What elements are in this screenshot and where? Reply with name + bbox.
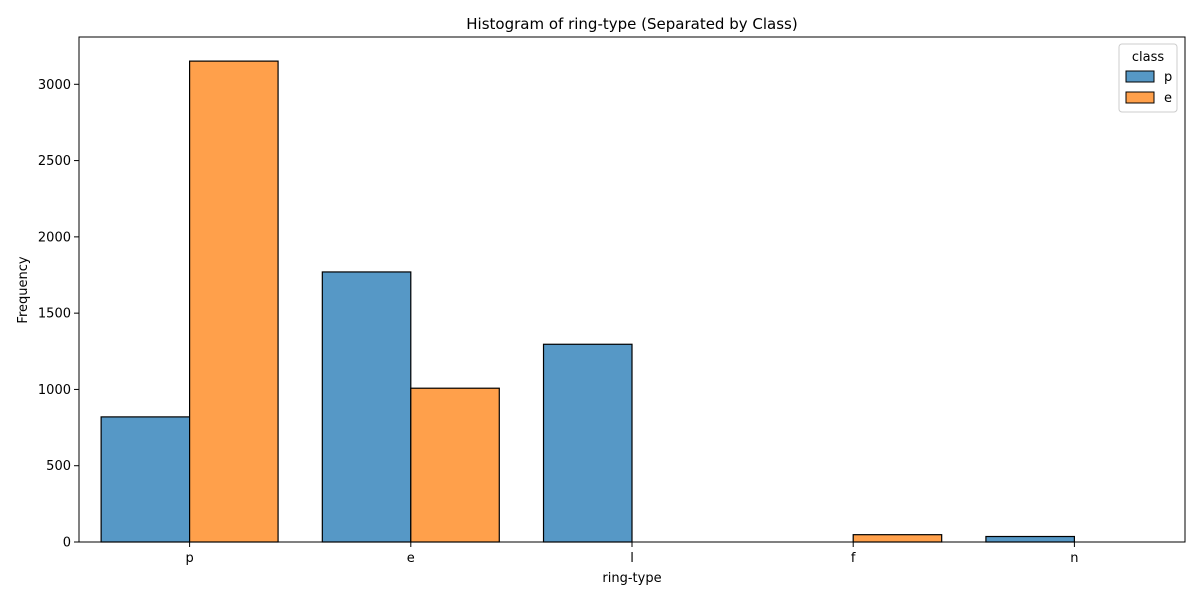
- y-tick-label: 0: [63, 536, 71, 551]
- chart-title: Histogram of ring-type (Separated by Cla…: [466, 15, 797, 33]
- bar-p-e: [321, 271, 412, 543]
- y-tick-label: 2500: [38, 154, 71, 169]
- legend-label-p: p: [1164, 70, 1172, 85]
- x-tick-label: l: [630, 551, 634, 566]
- x-tick-label: n: [1070, 551, 1078, 566]
- y-axis: 0 500 1000 1500 2000 2500 3000: [38, 78, 79, 551]
- legend-swatch-e: [1125, 91, 1155, 104]
- legend-label-e: e: [1164, 91, 1172, 106]
- y-tick-label: 1000: [38, 383, 71, 398]
- bar-p-l: [542, 343, 633, 543]
- x-tick-label: f: [851, 551, 856, 566]
- x-axis-label: ring-type: [602, 571, 661, 586]
- bar-p-n: [985, 535, 1075, 543]
- bar-e-e: [410, 387, 500, 543]
- y-tick-label: 1500: [38, 307, 71, 322]
- y-tick-label: 2000: [38, 230, 71, 245]
- y-tick-label: 3000: [38, 78, 71, 93]
- bar-e-p: [189, 60, 279, 543]
- y-axis-label: Frequency: [16, 256, 31, 323]
- bars-group: [100, 60, 1075, 543]
- legend-swatch-p: [1125, 70, 1155, 83]
- x-tick-label: e: [407, 551, 415, 566]
- y-tick-label: 500: [46, 459, 71, 474]
- legend-title: class: [1132, 50, 1164, 65]
- bar-e-f: [852, 534, 943, 543]
- plot-frame: [78, 36, 1186, 543]
- bar-p-p: [100, 416, 191, 543]
- x-tick-label: p: [185, 551, 193, 566]
